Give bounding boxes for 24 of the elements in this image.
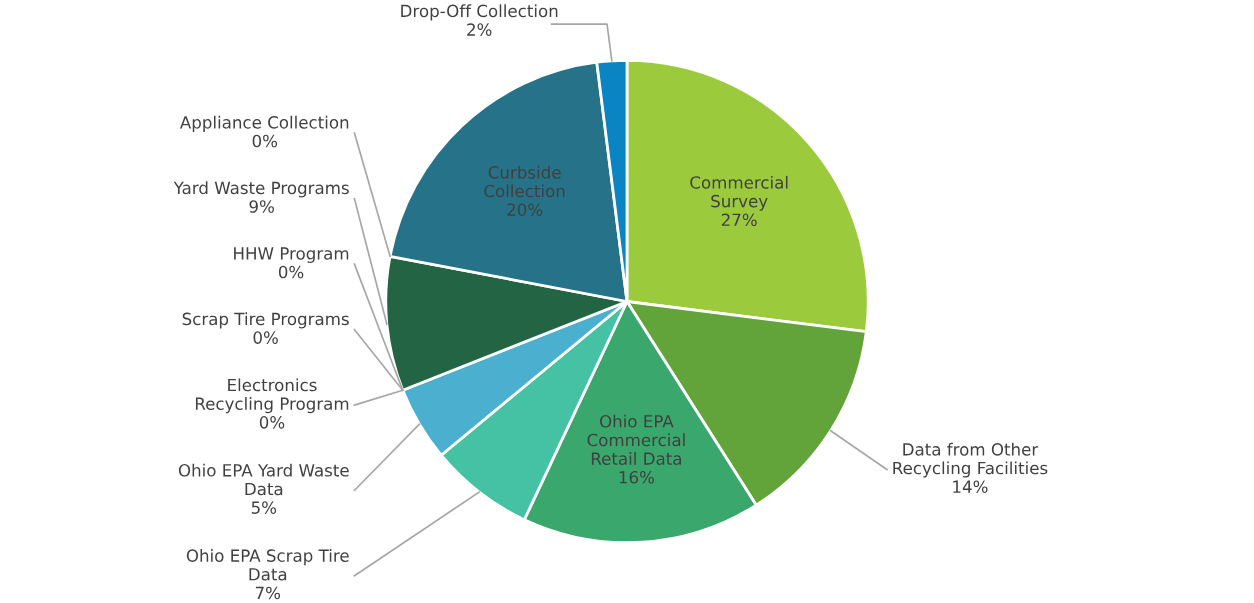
text: 0% — [252, 134, 278, 148]
slice-label: Ohio EPA Commercial Retail Data — [587, 414, 685, 465]
text: 0% — [259, 416, 285, 429]
legend-label: Electronics Recycling Program — [195, 378, 349, 414]
slice-label: Curbside Collection — [484, 165, 565, 198]
data-label: 20% — [507, 203, 543, 216]
slice-label: Yard Waste Programs — [173, 181, 349, 198]
category-label: Scrap Tire Programs — [182, 312, 349, 329]
data-label: 7% — [255, 586, 281, 600]
slice-label: Ohio EPA Yard Waste Data — [178, 463, 349, 496]
data-label: 2% — [467, 23, 492, 36]
slice-label: Commercial Survey — [690, 175, 788, 211]
text: 0% — [278, 265, 304, 279]
slice-label: Data from Other Recycling Facilities — [893, 442, 1048, 478]
text: 0% — [253, 331, 278, 344]
slice-label: Ohio EPA Scrap Tire Data — [186, 549, 349, 581]
data-label: 5% — [251, 501, 277, 514]
data-label: 9% — [249, 200, 274, 213]
data-label: 14% — [953, 480, 988, 494]
data-label: 27% — [721, 213, 757, 227]
slice-label: Drop-Off Collection — [401, 4, 558, 21]
category-label: HHW Program — [234, 247, 349, 263]
category-label: Appliance Collection — [180, 115, 349, 132]
data-label: 16% — [619, 470, 654, 484]
